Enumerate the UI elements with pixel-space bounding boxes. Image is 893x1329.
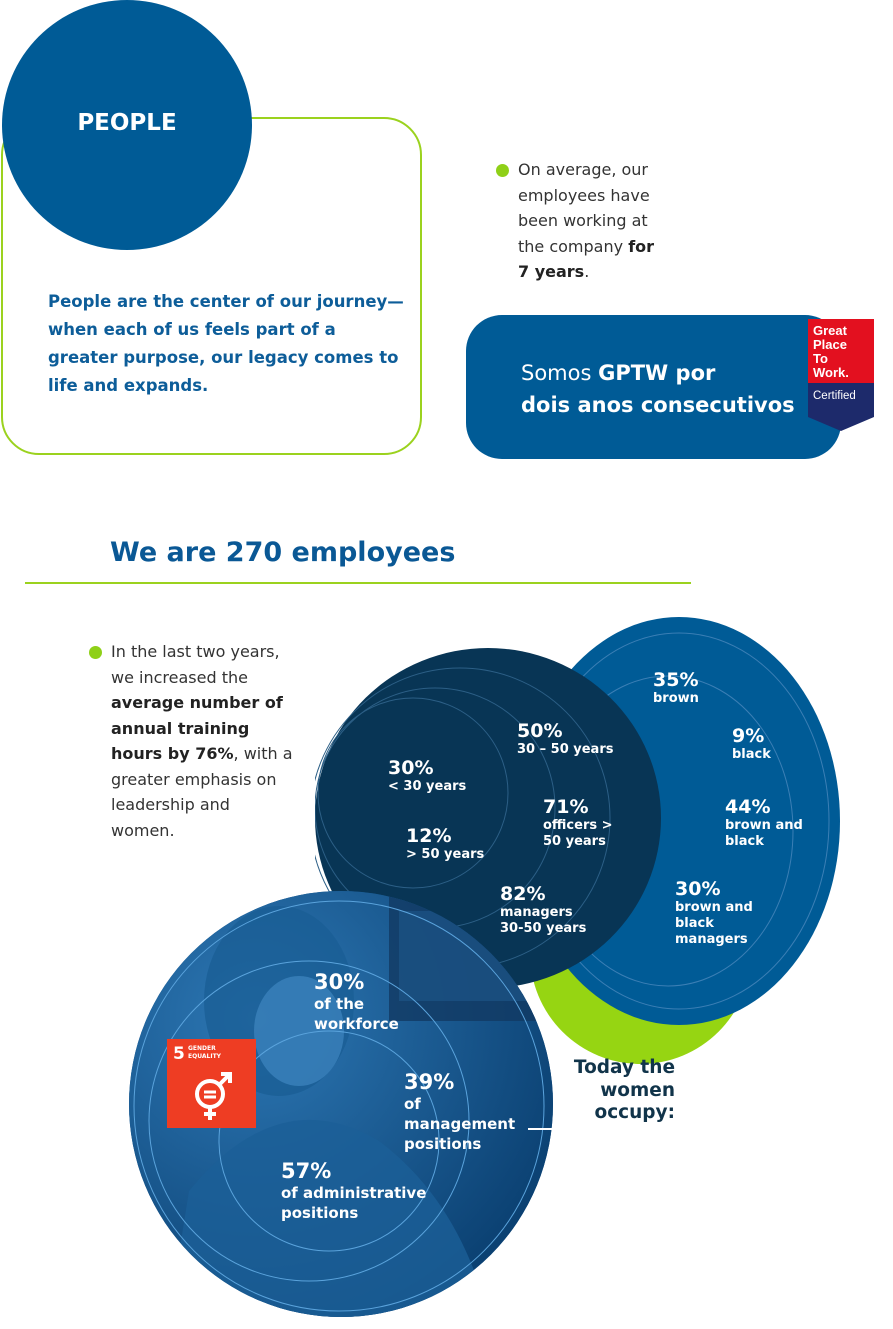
employees-heading: We are 270 employees: [110, 537, 456, 568]
women-heading-underline: [528, 1128, 676, 1130]
training-text: In the last two years, we increased the …: [111, 639, 293, 843]
age-stat: 50% 30 – 50 years: [517, 720, 613, 758]
gptw-banner: [466, 315, 841, 459]
stat-label: officers > 50 years: [543, 818, 613, 849]
stat-value: 57%: [281, 1159, 332, 1183]
tenure-period: .: [584, 262, 590, 281]
stat-value: 30%: [675, 878, 721, 900]
stat-value: 35%: [653, 669, 699, 691]
heading-divider: [25, 582, 691, 584]
stat-value: 30%: [388, 757, 434, 779]
bullet-dot: [89, 646, 102, 659]
training-body: In the last two years, we increased the: [111, 642, 280, 687]
stat-label: of management positions: [404, 1095, 516, 1153]
tenure-highlight: for 7 years: [518, 236, 655, 282]
stat-value: 9%: [732, 725, 765, 747]
stat-label: brown and black managers: [675, 900, 753, 947]
stat-label: brown: [653, 691, 699, 706]
stat-value: 30%: [314, 970, 365, 994]
stat-label: brown and black: [725, 818, 803, 849]
age-stat: 12% > 50 years: [406, 825, 484, 863]
badge-line-2: Place: [813, 337, 847, 352]
people-circle: [2, 0, 252, 250]
gptw-line-1: Somos GPTW por: [521, 357, 715, 389]
sdg-5-badge: 5 GENDER EQUALITY: [167, 1039, 256, 1128]
stat-label: 30 – 50 years: [517, 742, 614, 757]
tenure-text: On average, our employees have been work…: [518, 157, 668, 285]
stat-label: > 50 years: [406, 847, 485, 862]
badge-line-1: Great: [813, 323, 848, 338]
women-stat: 30% of the workforce: [314, 970, 404, 1034]
race-stat: 30% brown and black managers: [675, 878, 757, 948]
gender-equality-icon: [195, 1072, 232, 1120]
women-heading: Today the women occupy:: [573, 1057, 675, 1123]
women-stat: 39% of management positions: [404, 1070, 529, 1154]
stat-value: 71%: [543, 796, 589, 818]
sdg-number: 5: [173, 1044, 185, 1064]
race-stat: 44% brown and black: [725, 796, 815, 850]
people-description: People are the center of our journey—whe…: [48, 292, 404, 395]
people-title: PEOPLE: [77, 110, 177, 136]
stat-label: black: [732, 747, 771, 762]
sdg-label: GENDER EQUALITY: [188, 1045, 222, 1060]
tenure-body: On average, our employees have been work…: [518, 160, 650, 256]
race-stat: 9% black: [732, 725, 771, 763]
badge-line-3: To: [813, 351, 828, 366]
gptw-certified-badge: Great Place To Work. Certified: [808, 319, 874, 431]
gptw-bold: GPTW por: [598, 361, 716, 385]
training-highlight: average number of annual training hours …: [111, 693, 283, 763]
training-body-end: , with a greater emphasis on leadership …: [111, 744, 293, 840]
badge-certified: Certified: [813, 390, 856, 402]
stat-value: 44%: [725, 796, 771, 818]
badge-line-4: Work.: [813, 365, 849, 380]
stat-value: 50%: [517, 720, 563, 742]
women-stat: 57% of administrative positions: [281, 1159, 431, 1223]
stat-value: 39%: [404, 1070, 455, 1094]
age-stat: 30% < 30 years: [388, 757, 466, 795]
stat-label: < 30 years: [388, 779, 467, 794]
stat-label: of the workforce: [314, 995, 399, 1033]
age-stat: 71% officers > 50 years: [543, 796, 623, 850]
stat-label: of administrative positions: [281, 1184, 427, 1222]
stat-value: 12%: [406, 825, 452, 847]
bullet-dot: [496, 164, 509, 177]
gptw-prefix: Somos: [521, 361, 599, 385]
gptw-line-2: dois anos consecutivos: [521, 393, 795, 417]
race-stat: 35% brown: [653, 669, 699, 707]
